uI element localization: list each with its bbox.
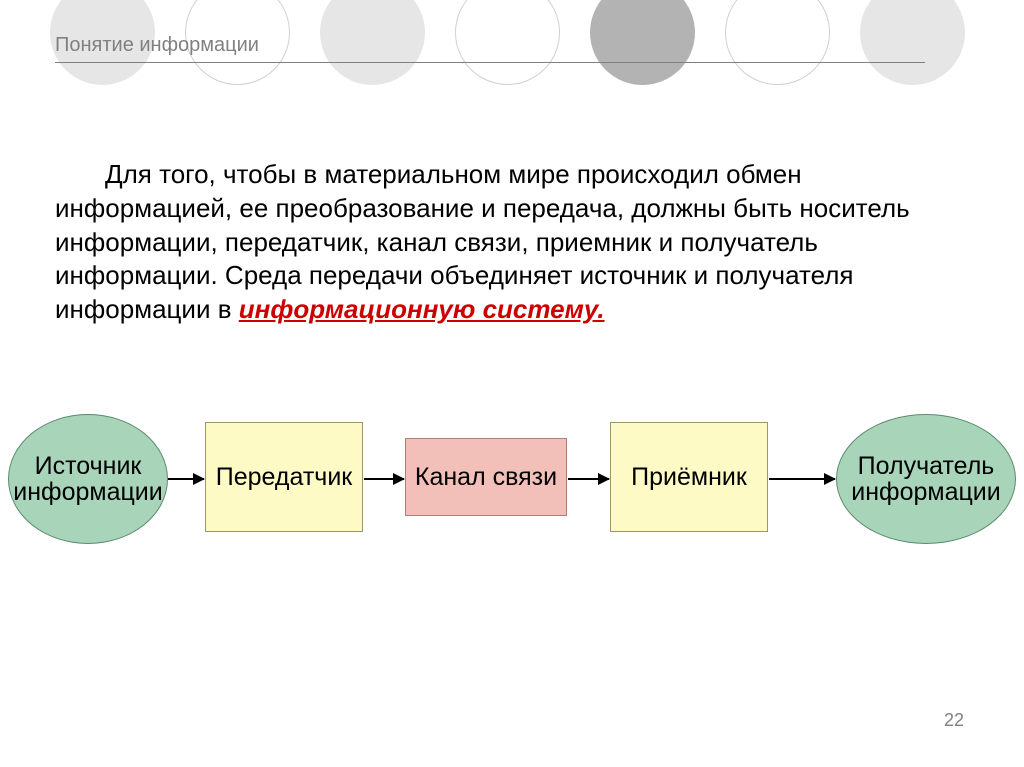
deco-circle [860,0,965,85]
page-number: 22 [944,710,964,731]
decorative-circles [0,0,1024,130]
deco-circle [455,0,560,85]
deco-circle [320,0,425,85]
flow-arrow [769,478,835,480]
deco-circle [725,0,830,85]
flow-node-dest: Получатель информации [836,414,1016,544]
flow-arrow [168,478,204,480]
flow-node-source: Источник информации [8,414,168,544]
flow-arrow [364,478,404,480]
flowchart: Источник информации Передатчик Канал связи… [0,400,1024,600]
flow-node-label: Приёмник [631,464,747,490]
title-underline [55,62,925,63]
flow-node-channel: Канал связи [405,438,567,516]
flow-node-label: Источник информации [13,453,163,506]
flow-node-label: Передатчик [216,464,352,490]
body-highlight-text: информационную систему. [239,294,605,324]
flow-node-rx: Приёмник [610,422,768,532]
flow-arrow [568,478,609,480]
flow-node-label: Получатель информации [851,453,1001,506]
deco-circle [590,0,695,85]
flow-node-label: Канал связи [415,464,557,490]
body-paragraph: Для того, чтобы в материальном мире прои… [55,158,935,327]
slide-title: Понятие информации [55,34,259,57]
flow-node-tx: Передатчик [205,422,363,532]
